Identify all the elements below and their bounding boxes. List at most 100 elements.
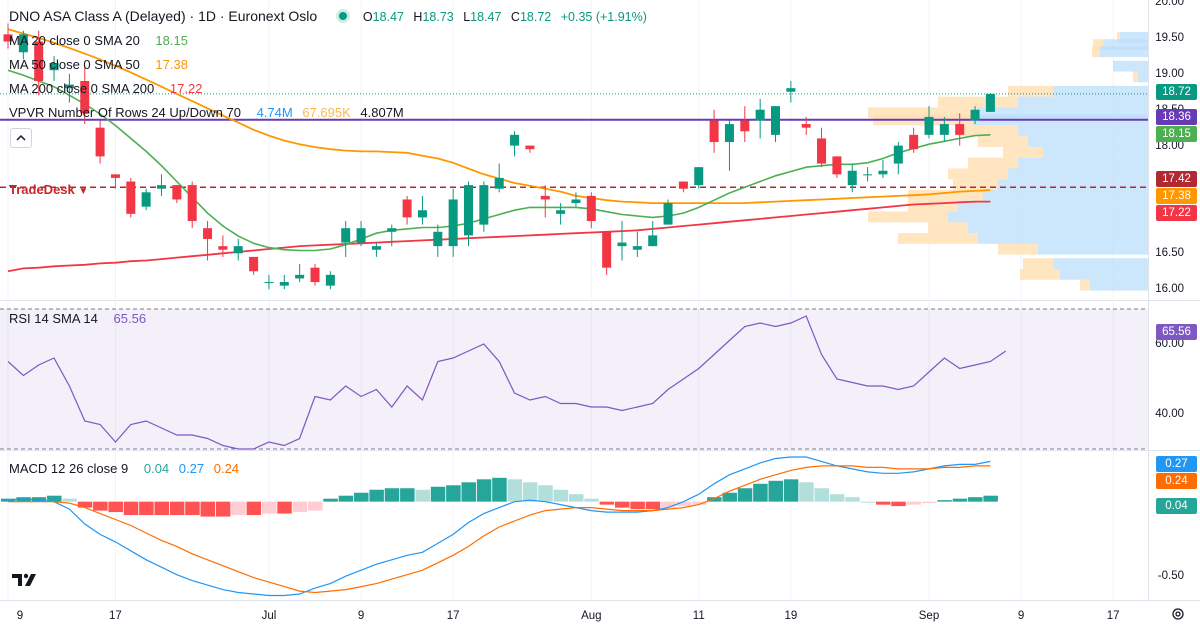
macd-signal-value: 0.24 [213, 461, 240, 476]
vpvr-row-down [1008, 85, 1053, 97]
macd-histogram-bar [937, 500, 952, 502]
macd-histogram-bar [860, 501, 876, 503]
macd-signal-line [8, 465, 991, 594]
candle [64, 84, 74, 89]
high-value: 18.73 [422, 10, 454, 24]
candle [371, 246, 381, 250]
macd-histogram-bar [323, 498, 338, 502]
candle [95, 127, 105, 157]
rsi-legend[interactable]: RSI 14 SMA 14 65.56 [9, 311, 152, 327]
vpvr-row [998, 179, 1148, 191]
candle [832, 156, 842, 175]
vpvr-row-down [938, 96, 1018, 108]
macd-histogram-bar [139, 501, 154, 516]
macd-histogram-bar [77, 501, 93, 508]
ma20-legend[interactable]: MA 20 close 0 SMA 20 18.15 [9, 33, 194, 49]
candle [586, 195, 596, 222]
gear-icon[interactable] [1170, 606, 1186, 622]
macd-histogram-bar [62, 498, 77, 502]
vpvr-row-down [868, 107, 978, 119]
candle [694, 167, 704, 186]
collapse-legend-button[interactable] [10, 128, 32, 148]
macd-histogram-bar [538, 485, 553, 502]
macd-histogram-bar [384, 488, 400, 502]
macd-histogram-bar [461, 482, 476, 502]
macd-histogram-bar [108, 501, 123, 513]
candle [939, 124, 949, 135]
rsi-axis-tick: 60.00 [1155, 338, 1184, 350]
candle [417, 210, 427, 218]
vpvr-row-down [968, 157, 1018, 169]
tradingview-logo-icon[interactable] [10, 570, 40, 590]
macd-histogram-bar [308, 501, 323, 511]
candle [970, 109, 980, 121]
macd-histogram-bar [169, 501, 185, 516]
macd-line-value: 0.27 [178, 461, 205, 476]
macd-histogram-bar [599, 501, 615, 505]
ma50-legend[interactable]: MA 50 close 0 SMA 50 17.38 [9, 57, 194, 73]
macd-histogram-bar [584, 498, 599, 502]
vpvr-row-down [998, 243, 1038, 255]
macd-histogram-bar [277, 501, 292, 514]
vpvr-row [948, 211, 1148, 223]
tradedesk-label[interactable]: TradeDesk ▼ [9, 182, 89, 197]
time-axis-tick: Sep [918, 610, 940, 622]
macd-line [7, 456, 991, 597]
vpvr-row [983, 189, 1148, 201]
candle [847, 170, 857, 186]
candle [771, 106, 780, 135]
macd-histogram-bar [906, 501, 922, 505]
price-axis-tick: 18.00 [1155, 139, 1184, 152]
price-tag: 17.38 [1156, 188, 1197, 204]
macd-legend[interactable]: MACD 12 26 close 9 0.04 0.27 0.24 [9, 461, 245, 477]
macd-histogram-bar [645, 501, 661, 510]
chevron-up-icon [16, 134, 26, 141]
candle [571, 199, 581, 204]
time-axis-tick: 9 [16, 610, 24, 622]
low-value: 18.47 [470, 10, 502, 24]
price-axis-tick: 19.00 [1155, 67, 1184, 80]
macd-histogram-bar [737, 488, 753, 502]
macd-histogram-bar [354, 492, 369, 502]
macd-tag: 0.24 [1156, 473, 1197, 489]
candle [49, 63, 59, 71]
vpvr-row [1113, 60, 1148, 72]
vpvr-row [968, 222, 1148, 234]
macd-histogram-bar [185, 501, 200, 516]
macd-histogram-bar [553, 489, 569, 502]
macd-histogram-bar [952, 498, 968, 502]
vpvr-row-down [978, 136, 1028, 147]
candle [510, 134, 520, 146]
macd-histogram-bar [983, 495, 998, 502]
ma200-label: MA 200 close 0 SMA 200 [9, 81, 155, 96]
vpvr-legend[interactable]: VPVR Number Of Rows 24 Up/Down 70 4.74M … [9, 105, 410, 121]
candle [663, 203, 673, 225]
ohlc-readout: O18.47 H18.73 L18.47 C18.72 +0.35 (+1.91… [362, 10, 647, 24]
candle [187, 185, 197, 222]
macd-histogram-bar [522, 482, 538, 502]
candle [157, 185, 166, 189]
macd-histogram-bar [154, 501, 169, 516]
macd-histogram-bar [783, 479, 799, 502]
close-value: 18.72 [519, 10, 552, 24]
macd-histogram-bar [630, 501, 645, 510]
macd-histogram-bar [446, 485, 461, 502]
ma50-label: MA 50 close 0 SMA 50 [9, 57, 140, 72]
macd-histogram-bar [661, 501, 676, 508]
price-tag: 18.36 [1156, 109, 1197, 125]
candle [494, 177, 504, 189]
macd-histogram-bar [922, 501, 937, 504]
vpvr-row-down [1020, 268, 1060, 280]
macd-histogram-bar [415, 489, 430, 502]
macd-histogram-bar [691, 501, 707, 505]
time-axis-tick: 17 [109, 610, 122, 622]
candle [678, 181, 688, 189]
macd-histogram-bar [93, 501, 108, 511]
candle [648, 235, 658, 247]
candle [249, 256, 259, 272]
ma200-line [7, 200, 991, 273]
ma200-legend[interactable]: MA 200 close 0 SMA 200 17.22 [9, 81, 208, 97]
macd-histogram-bar [615, 501, 630, 508]
macd-histogram-bar [430, 486, 446, 502]
